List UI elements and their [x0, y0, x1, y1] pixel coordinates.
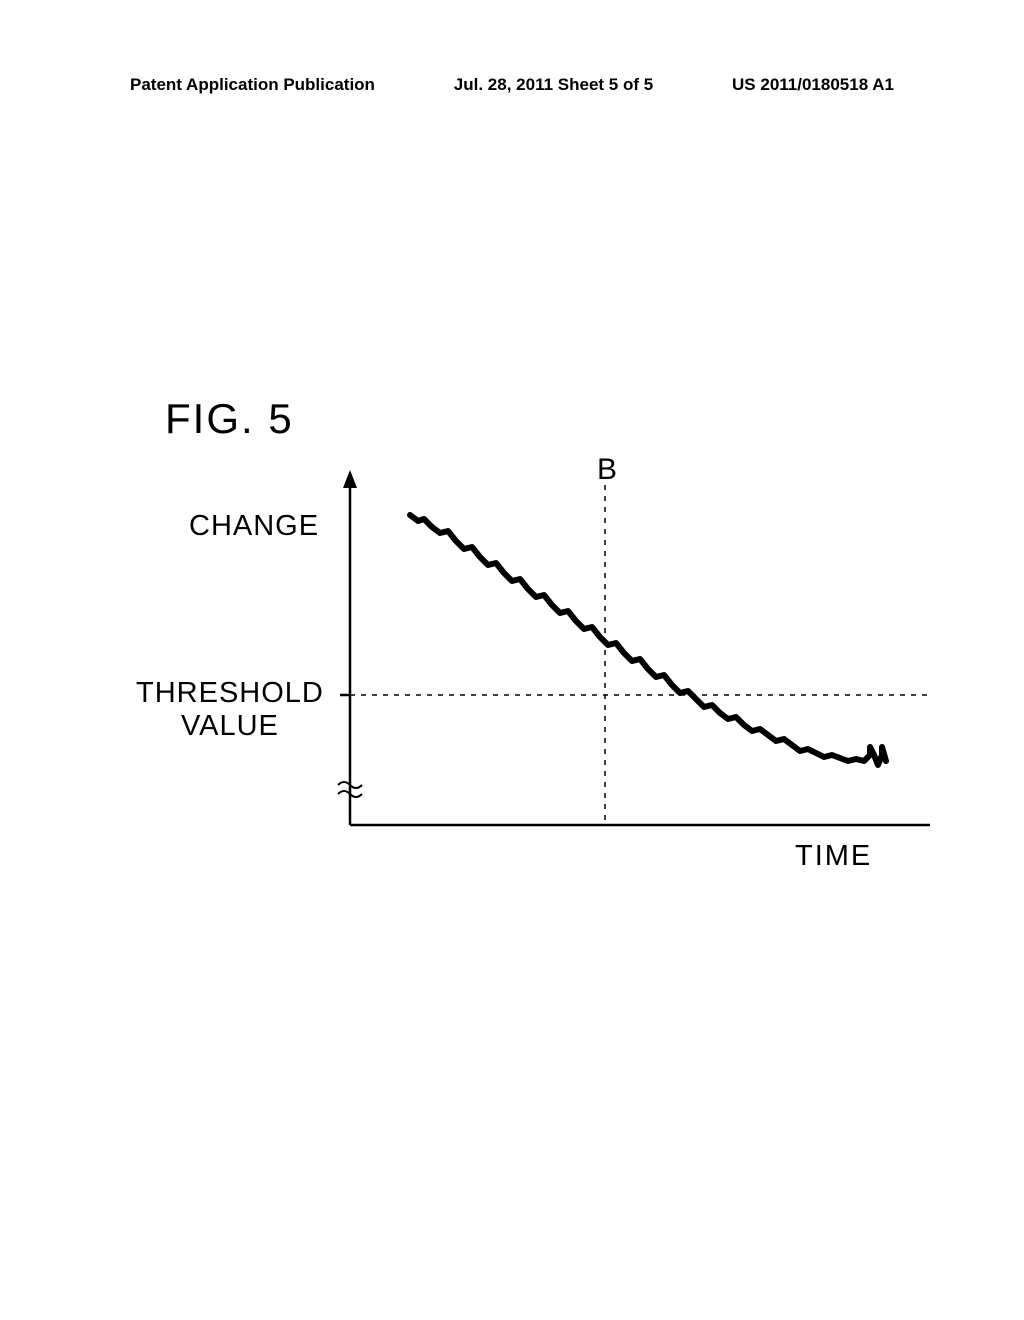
- header-right: US 2011/0180518 A1: [732, 75, 894, 95]
- chart-svg: [100, 445, 950, 885]
- page-header: Patent Application Publication Jul. 28, …: [0, 75, 1024, 95]
- header-center: Jul. 28, 2011 Sheet 5 of 5: [454, 75, 653, 95]
- header-left: Patent Application Publication: [130, 75, 375, 95]
- chart-container: CHANGE THRESHOLD VALUE TIME B: [100, 445, 950, 885]
- figure-title: FIG. 5: [165, 395, 294, 443]
